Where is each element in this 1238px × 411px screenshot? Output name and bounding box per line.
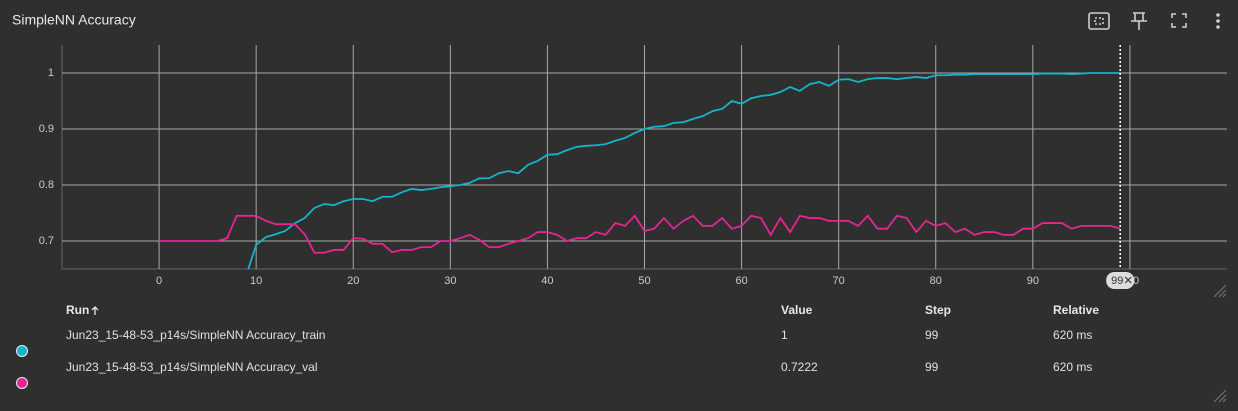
fit-domain-button[interactable]	[1088, 12, 1110, 30]
x-tick-label: 30	[444, 275, 456, 287]
card-title: SimpleNN Accuracy	[12, 12, 136, 28]
column-header[interactable]: Step	[925, 303, 951, 317]
cell: 620 ms	[1053, 360, 1092, 374]
column-header[interactable]: Run	[66, 303, 89, 317]
fullscreen-button[interactable]	[1171, 13, 1187, 28]
cell: 1	[781, 328, 788, 342]
y-tick-label: 1	[48, 67, 54, 79]
run-name: Jun23_15-48-53_p14s/SimpleNN Accuracy_va…	[66, 360, 317, 374]
plot: 0.70.80.91010203040506070809010099	[39, 45, 1227, 289]
series-line	[247, 72, 1121, 269]
legend-swatch	[16, 345, 28, 357]
run-name: Jun23_15-48-53_p14s/SimpleNN Accuracy_tr…	[66, 328, 325, 342]
y-tick-label: 0.8	[39, 179, 54, 191]
column-header[interactable]: Value	[781, 303, 813, 317]
x-tick-label: 40	[541, 275, 553, 287]
column-header[interactable]: Relative	[1053, 303, 1099, 317]
cell: 99	[925, 328, 939, 342]
y-tick-label: 0.9	[39, 123, 54, 135]
cell: 99	[925, 360, 939, 374]
x-tick-label: 20	[347, 275, 359, 287]
toolbar	[1088, 12, 1220, 30]
cell: 620 ms	[1053, 328, 1092, 342]
more-button[interactable]	[1216, 13, 1220, 29]
x-tick-label: 10	[250, 275, 262, 287]
resize-handle[interactable]	[1213, 284, 1227, 298]
y-tick-label: 0.7	[39, 235, 54, 247]
legend-swatch	[16, 377, 28, 389]
x-tick-label: 90	[1027, 275, 1039, 287]
series-line	[159, 214, 1121, 254]
x-tick-label: 50	[638, 275, 650, 287]
table-rows: Jun23_15-48-53_p14s/SimpleNN Accuracy_tr…	[16, 328, 1092, 389]
step-badge	[1106, 272, 1135, 289]
x-tick-label: 60	[735, 275, 747, 287]
sort-arrow	[91, 306, 99, 315]
x-tick-label: 0	[156, 275, 162, 287]
pin-button[interactable]	[1131, 12, 1147, 30]
x-tick-label: 80	[930, 275, 942, 287]
step-badge-close	[1124, 276, 1132, 284]
resize-handle[interactable]	[1213, 389, 1227, 403]
step-badge-label: 99	[1111, 275, 1123, 287]
cell: 0.7222	[781, 360, 818, 374]
x-tick-label: 70	[833, 275, 845, 287]
